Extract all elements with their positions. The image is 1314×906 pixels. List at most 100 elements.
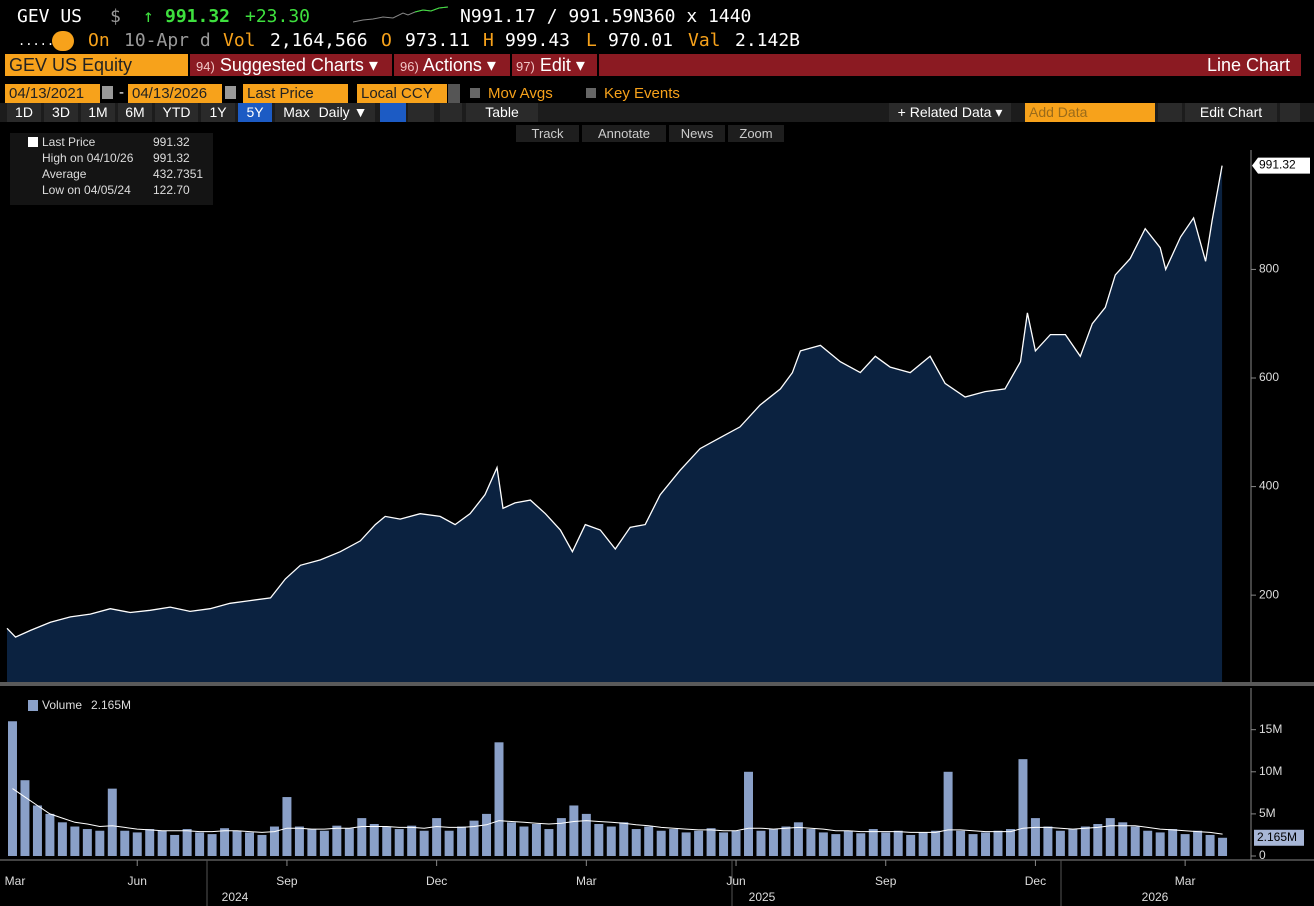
chart-tool[interactable]: Annotate <box>582 125 666 142</box>
period-button[interactable]: YTD <box>155 103 198 122</box>
size: 360 x 1440 <box>643 6 752 27</box>
legend-label: High on 04/10/26 <box>42 151 134 165</box>
volume-bar <box>1018 759 1028 856</box>
y-tick-label: 10M <box>1259 764 1282 778</box>
table-button[interactable]: Table <box>466 103 538 122</box>
frequency[interactable]: Daily ▼ <box>311 103 375 122</box>
volume-bar <box>818 832 828 856</box>
chart-tool[interactable]: News <box>669 125 725 142</box>
volume-bar <box>581 813 591 856</box>
on-label: On <box>88 30 110 51</box>
calendar-icon[interactable] <box>225 86 236 99</box>
dots: ..... <box>18 34 55 48</box>
period-button[interactable]: 5Y <box>238 103 272 122</box>
start-date[interactable]: 04/13/2021 <box>5 84 100 103</box>
end-date[interactable]: 04/13/2026 <box>128 84 222 103</box>
volume-bar <box>220 828 230 856</box>
volume-bar <box>856 833 866 856</box>
volume-bar <box>981 832 991 856</box>
sparkline-recent <box>414 6 449 13</box>
volume-bar <box>95 830 105 856</box>
volume-bar <box>70 826 80 856</box>
date: 10-Apr d <box>124 30 211 51</box>
related-data[interactable]: + Related Data ▾ <box>889 103 1011 122</box>
menu-item[interactable]: 94) Suggested Charts ▾ <box>196 54 378 78</box>
vol: 2,164,566 <box>270 30 368 51</box>
x-tick-label: Jun <box>128 874 147 888</box>
open: 973.11 <box>405 30 471 51</box>
volume-bar <box>519 826 529 856</box>
options-button[interactable] <box>440 103 462 122</box>
checkbox[interactable] <box>470 88 480 98</box>
dropdown-button[interactable] <box>448 84 460 103</box>
volume-bar <box>706 828 716 856</box>
volume-bar <box>1055 830 1065 856</box>
price-line <box>6 165 1223 638</box>
menu-item[interactable]: 96) Actions ▾ <box>400 54 496 78</box>
volume-bar <box>731 830 741 856</box>
volume-bar <box>619 822 629 856</box>
edit-chart[interactable]: Edit Chart <box>1185 103 1277 122</box>
legend-value: 991.32 <box>153 135 190 149</box>
volume-bar <box>544 829 554 856</box>
period-button[interactable]: 1Y <box>201 103 235 122</box>
volume-bar <box>744 771 753 856</box>
volume-bar <box>369 824 379 856</box>
volume-bar <box>82 829 92 856</box>
menu-label: Suggested Charts ▾ <box>219 55 378 75</box>
volume-bar <box>457 826 467 856</box>
volume-bar <box>1105 818 1115 856</box>
security-field[interactable]: GEV US Equity <box>5 54 188 76</box>
volume-bar <box>719 832 729 856</box>
settings-button[interactable] <box>1280 103 1300 122</box>
year-label: 2026 <box>1142 890 1169 904</box>
volume-bar <box>569 805 579 856</box>
legend-value: 2.165M <box>91 698 131 712</box>
add-data[interactable]: Add Data <box>1025 103 1155 122</box>
volume-bar <box>1068 829 1078 856</box>
line-icon[interactable] <box>380 103 406 122</box>
volume-bar <box>45 813 55 856</box>
chart-tool[interactable]: Track <box>516 125 579 142</box>
x-tick-label: Mar <box>576 874 597 888</box>
key-events[interactable]: Key Events <box>604 85 680 102</box>
period-button[interactable]: Max <box>275 103 318 122</box>
volume-bar <box>444 830 454 856</box>
legend-label: Average <box>42 167 87 181</box>
volume-bar <box>170 834 180 856</box>
pane-divider <box>0 682 1314 686</box>
collapse-button[interactable] <box>1158 103 1182 122</box>
period-button[interactable]: 1D <box>7 103 41 122</box>
menu-item[interactable]: 97) Edit ▾ <box>516 54 585 78</box>
currency: $ <box>110 6 121 27</box>
checkbox[interactable] <box>586 88 596 98</box>
mov-avgs[interactable]: Mov Avgs <box>488 85 553 102</box>
volume-bar <box>1218 837 1228 856</box>
legend-label: Low on 04/05/24 <box>42 183 131 197</box>
chart-type: Line Chart <box>1206 55 1290 75</box>
volume-bar <box>1118 822 1128 856</box>
volume-bar <box>806 829 816 856</box>
legend-label: Last Price <box>42 135 96 149</box>
menu-divider <box>510 54 512 76</box>
volume-bar <box>1080 826 1090 856</box>
menu-number: 96) <box>400 59 419 74</box>
chart-tool[interactable]: Zoom <box>728 125 784 142</box>
volume-bar <box>656 830 666 856</box>
field-select[interactable]: Last Price <box>243 84 348 103</box>
y-tick-label: 400 <box>1259 479 1279 493</box>
period-button[interactable]: 1M <box>81 103 115 122</box>
period-button[interactable]: 3D <box>44 103 78 122</box>
calendar-icon[interactable] <box>102 86 113 99</box>
last-volume-box <box>1254 829 1304 846</box>
arrow: ↑ <box>143 6 154 27</box>
volume-bar <box>781 826 791 856</box>
moving-average <box>12 788 1223 835</box>
period-button[interactable]: 6M <box>118 103 152 122</box>
price: 991.32 <box>165 6 231 27</box>
volume-bar <box>282 797 292 856</box>
volume-bar <box>332 825 342 856</box>
currency-select[interactable]: Local CCY <box>357 84 447 103</box>
bar-icon[interactable] <box>408 103 434 122</box>
